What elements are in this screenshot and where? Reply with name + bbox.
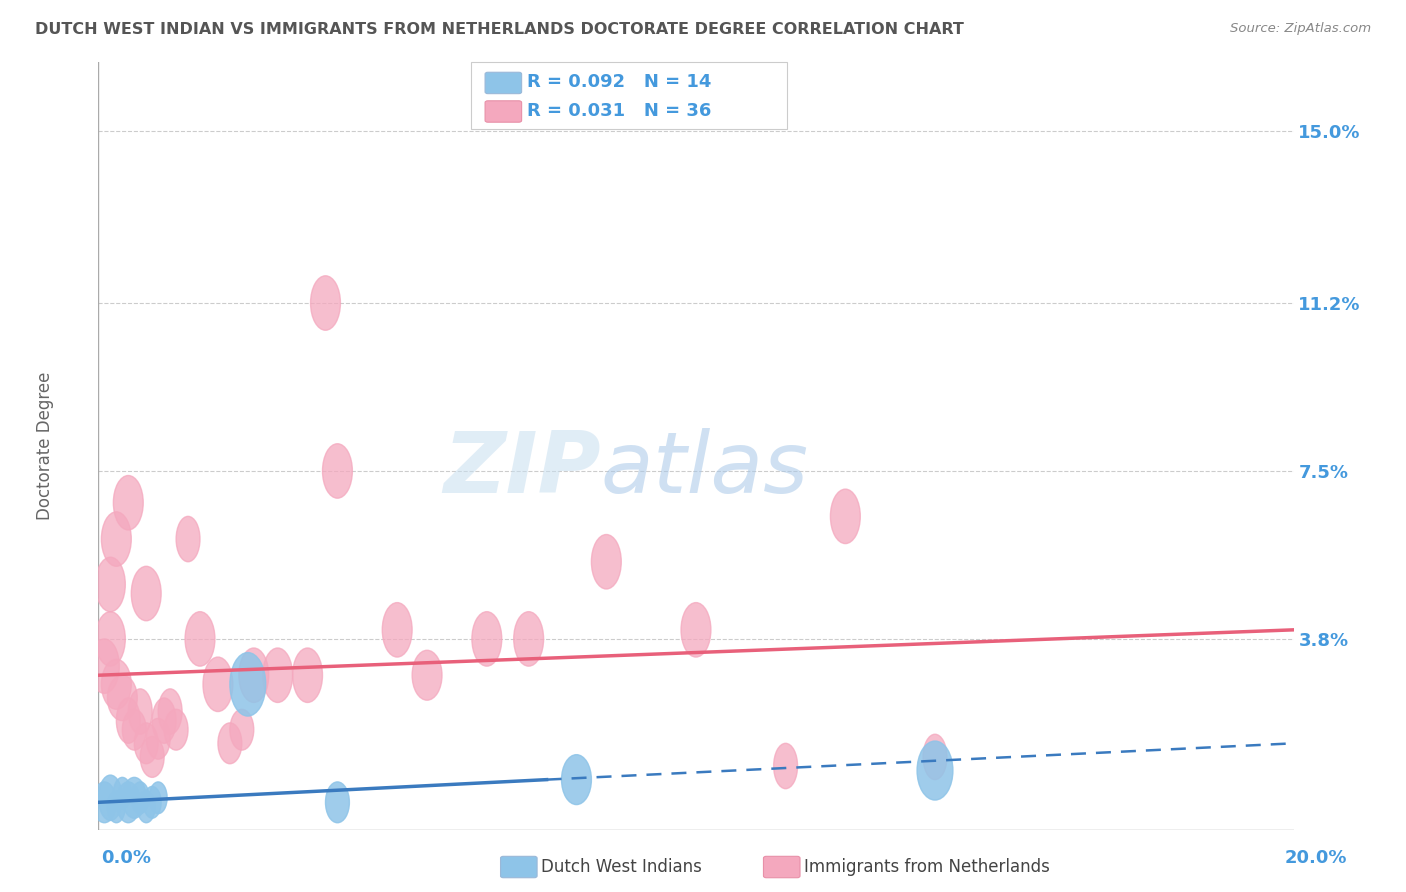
- Ellipse shape: [117, 698, 141, 743]
- Ellipse shape: [131, 782, 149, 814]
- Ellipse shape: [159, 689, 183, 734]
- Ellipse shape: [231, 653, 266, 716]
- Ellipse shape: [135, 723, 159, 764]
- Text: R = 0.031   N = 36: R = 0.031 N = 36: [527, 102, 711, 120]
- Ellipse shape: [472, 612, 502, 666]
- Text: ZIP: ZIP: [443, 427, 600, 510]
- Ellipse shape: [107, 675, 138, 721]
- Ellipse shape: [114, 475, 143, 530]
- Ellipse shape: [773, 743, 797, 789]
- Ellipse shape: [924, 734, 948, 780]
- Ellipse shape: [149, 782, 167, 814]
- Ellipse shape: [122, 777, 146, 818]
- Ellipse shape: [96, 612, 125, 666]
- Ellipse shape: [117, 782, 141, 822]
- Text: Source: ZipAtlas.com: Source: ZipAtlas.com: [1230, 22, 1371, 36]
- Ellipse shape: [239, 648, 269, 703]
- Ellipse shape: [143, 787, 162, 818]
- Ellipse shape: [122, 709, 146, 750]
- Ellipse shape: [141, 737, 165, 777]
- Ellipse shape: [96, 558, 125, 612]
- Ellipse shape: [107, 791, 125, 822]
- Ellipse shape: [322, 443, 353, 499]
- Ellipse shape: [592, 534, 621, 589]
- Ellipse shape: [561, 755, 592, 805]
- Ellipse shape: [146, 718, 170, 759]
- Ellipse shape: [114, 777, 131, 809]
- Text: R = 0.092   N = 14: R = 0.092 N = 14: [527, 73, 711, 91]
- Ellipse shape: [101, 659, 131, 709]
- Ellipse shape: [152, 698, 176, 743]
- Ellipse shape: [231, 709, 254, 750]
- Ellipse shape: [917, 741, 953, 800]
- Ellipse shape: [292, 648, 322, 703]
- Ellipse shape: [831, 489, 860, 543]
- Ellipse shape: [131, 566, 162, 621]
- Ellipse shape: [186, 612, 215, 666]
- Ellipse shape: [513, 612, 544, 666]
- Ellipse shape: [128, 689, 152, 734]
- Ellipse shape: [202, 657, 233, 712]
- Text: Immigrants from Netherlands: Immigrants from Netherlands: [804, 858, 1050, 876]
- Ellipse shape: [165, 709, 188, 750]
- Ellipse shape: [681, 603, 711, 657]
- Text: DUTCH WEST INDIAN VS IMMIGRANTS FROM NETHERLANDS DOCTORATE DEGREE CORRELATION CH: DUTCH WEST INDIAN VS IMMIGRANTS FROM NET…: [35, 22, 965, 37]
- Ellipse shape: [263, 648, 292, 703]
- Ellipse shape: [218, 723, 242, 764]
- Ellipse shape: [93, 782, 117, 822]
- Ellipse shape: [138, 791, 155, 822]
- Ellipse shape: [176, 516, 200, 562]
- Text: Dutch West Indians: Dutch West Indians: [541, 858, 702, 876]
- Ellipse shape: [326, 782, 350, 822]
- Ellipse shape: [382, 603, 412, 657]
- Text: 0.0%: 0.0%: [101, 849, 152, 867]
- Text: 20.0%: 20.0%: [1285, 849, 1347, 867]
- Ellipse shape: [311, 276, 340, 330]
- Ellipse shape: [412, 650, 441, 700]
- Text: atlas: atlas: [600, 427, 808, 510]
- Text: Doctorate Degree: Doctorate Degree: [35, 372, 53, 520]
- Ellipse shape: [98, 775, 122, 821]
- Ellipse shape: [90, 639, 120, 693]
- Ellipse shape: [101, 512, 131, 566]
